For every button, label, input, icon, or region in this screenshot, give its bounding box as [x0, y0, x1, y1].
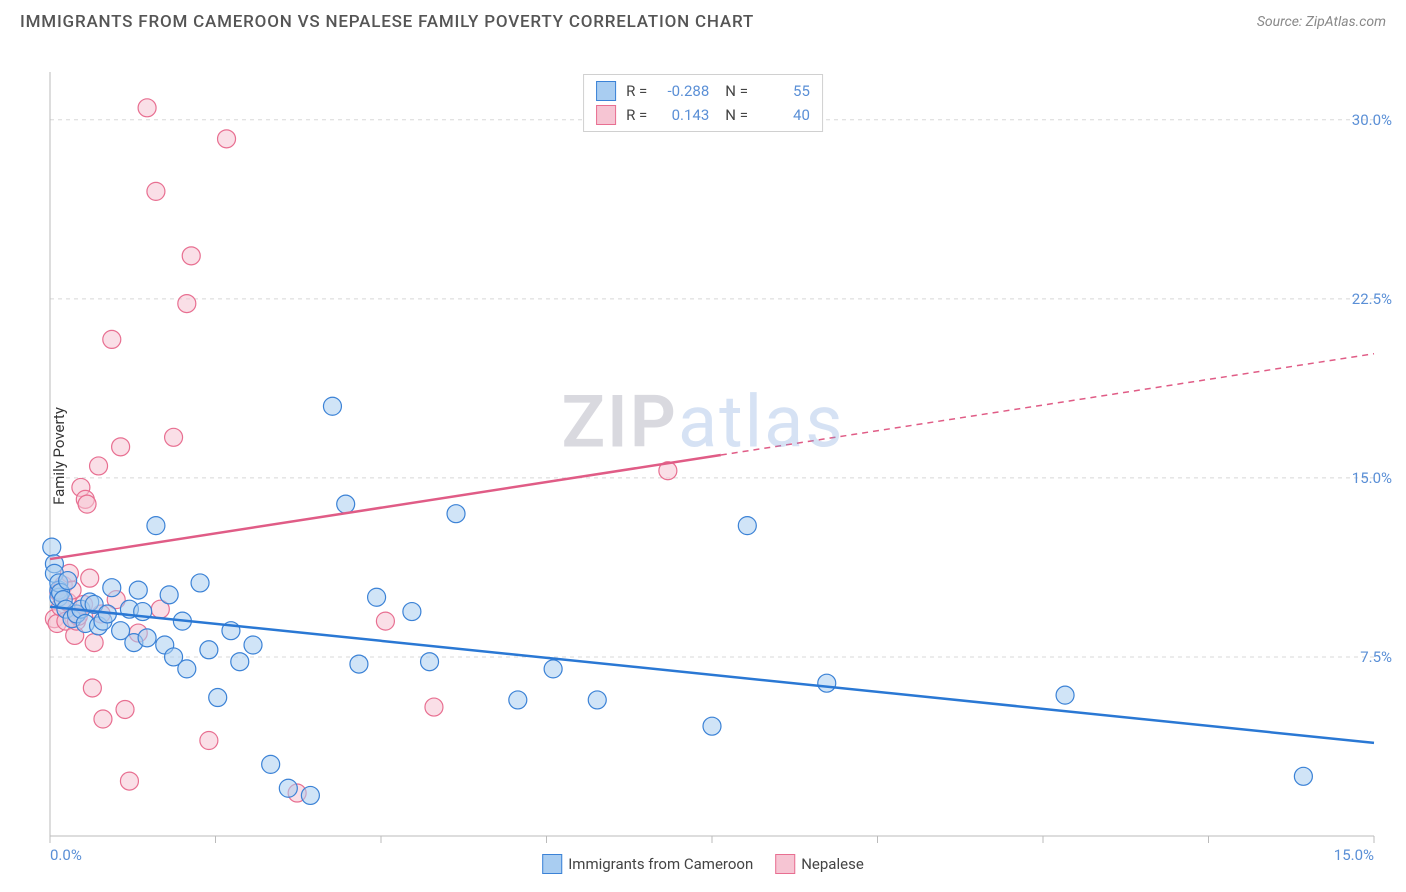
point-nepalese [178, 295, 196, 313]
point-nepalese [120, 772, 138, 790]
trendline-nepalese-dashed [721, 354, 1374, 455]
point-cameroon [209, 689, 227, 707]
point-cameroon [818, 674, 836, 692]
r-value: 0.143 [653, 106, 709, 124]
point-cameroon [588, 691, 606, 709]
source-name: ZipAtlas.com [1306, 14, 1386, 30]
point-cameroon [147, 517, 165, 535]
point-nepalese [182, 247, 200, 265]
source-prefix: Source: [1257, 14, 1306, 30]
point-cameroon [279, 779, 297, 797]
point-cameroon [262, 755, 280, 773]
y-tick-label: 22.5% [1352, 290, 1392, 308]
r-label: R = [626, 82, 647, 100]
scatter-chart-svg [0, 36, 1406, 876]
point-cameroon [200, 641, 218, 659]
point-nepalese [165, 428, 183, 446]
point-cameroon [43, 538, 61, 556]
x-tick-label: 15.0% [1334, 846, 1374, 864]
legend-swatch [596, 81, 616, 101]
trendline-nepalese-solid [50, 455, 721, 559]
chart-title: IMMIGRANTS FROM CAMEROON VS NEPALESE FAM… [20, 12, 754, 32]
point-nepalese [85, 634, 103, 652]
point-cameroon [509, 691, 527, 709]
series-legend-label: Nepalese [801, 855, 864, 873]
point-nepalese [78, 495, 96, 513]
y-tick-label: 15.0% [1352, 469, 1392, 487]
point-cameroon [403, 603, 421, 621]
point-nepalese [94, 710, 112, 728]
series-legend-item: Immigrants from Cameroon [542, 854, 753, 874]
point-cameroon [447, 505, 465, 523]
legend-swatch [542, 854, 562, 874]
stats-legend-row: R = -0.288 N = 55 [596, 79, 810, 103]
point-nepalese [147, 182, 165, 200]
point-cameroon [1056, 686, 1074, 704]
point-cameroon [160, 586, 178, 604]
point-nepalese [376, 612, 394, 630]
chart-container: Family Poverty ZIPatlas R =-0.288N =55R … [0, 36, 1406, 876]
point-nepalese [81, 569, 99, 587]
point-cameroon [350, 655, 368, 673]
n-label: N = [725, 106, 748, 124]
y-tick-label: 30.0% [1352, 111, 1392, 129]
point-nepalese [116, 700, 134, 718]
point-nepalese [138, 99, 156, 117]
point-cameroon [1294, 767, 1312, 785]
point-nepalese [103, 330, 121, 348]
point-nepalese [200, 732, 218, 750]
point-cameroon [129, 581, 147, 599]
point-cameroon [244, 636, 262, 654]
point-cameroon [703, 717, 721, 735]
n-value: 40 [754, 106, 810, 124]
point-nepalese [218, 130, 236, 148]
x-tick-label: 0.0% [50, 846, 82, 864]
series-legend-item: Nepalese [775, 854, 864, 874]
point-nepalese [90, 457, 108, 475]
point-cameroon [544, 660, 562, 678]
legend-swatch [596, 105, 616, 125]
stats-legend: R = -0.288 N = 55 R = 0.143 N = 40 [583, 74, 823, 132]
r-label: R = [626, 106, 647, 124]
series-legend: Immigrants from Cameroon Nepalese [542, 854, 864, 874]
legend-swatch [775, 854, 795, 874]
stats-legend-row: R = 0.143 N = 40 [596, 103, 810, 127]
r-value: -0.288 [653, 82, 709, 100]
n-label: N = [725, 82, 748, 100]
point-cameroon [368, 588, 386, 606]
point-nepalese [425, 698, 443, 716]
point-cameroon [178, 660, 196, 678]
header-row: IMMIGRANTS FROM CAMEROON VS NEPALESE FAM… [0, 0, 1406, 36]
point-cameroon [301, 786, 319, 804]
point-cameroon [421, 653, 439, 671]
point-nepalese [83, 679, 101, 697]
point-cameroon [191, 574, 209, 592]
y-tick-label: 7.5% [1360, 648, 1392, 666]
point-cameroon [138, 629, 156, 647]
point-cameroon [103, 579, 121, 597]
point-cameroon [337, 495, 355, 513]
n-value: 55 [754, 82, 810, 100]
point-nepalese [112, 438, 130, 456]
series-legend-label: Immigrants from Cameroon [568, 855, 753, 873]
point-cameroon [59, 572, 77, 590]
point-cameroon [231, 653, 249, 671]
point-cameroon [323, 397, 341, 415]
y-axis-label: Family Poverty [50, 407, 68, 505]
source-credit: Source: ZipAtlas.com [1257, 14, 1386, 30]
point-cameroon [738, 517, 756, 535]
